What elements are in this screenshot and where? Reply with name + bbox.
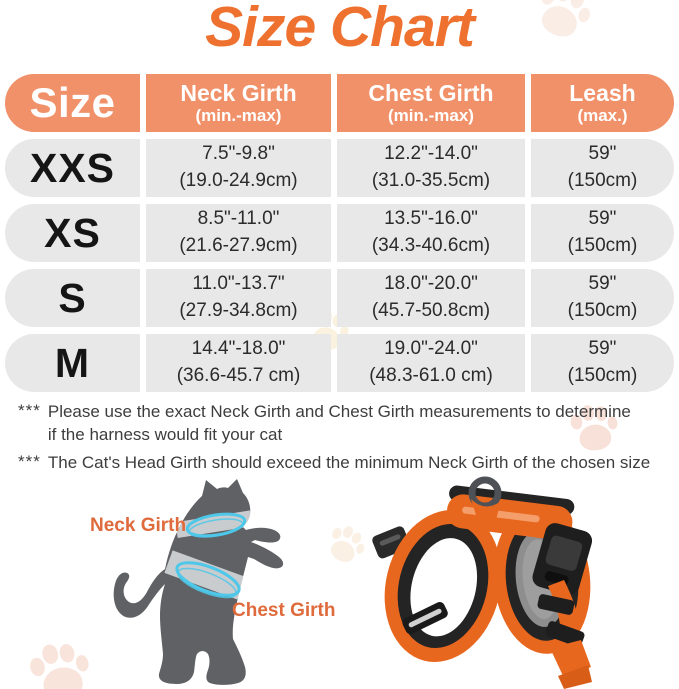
paw-print-icon (320, 519, 372, 569)
notes-section: *** Please use the exact Neck Girth and … (18, 400, 668, 478)
size-cell: M (5, 334, 140, 392)
note-marker: *** (18, 401, 41, 420)
size-table: Size Neck Girth (min.-max) Chest Girth (… (5, 74, 674, 392)
table-row-s: S 11.0"-13.7" (27.9-34.8cm) 18.0"-20.0" … (5, 269, 674, 327)
table-row-xs: XS 8.5"-11.0" (21.6-27.9cm) 13.5"-16.0" … (5, 204, 674, 262)
chest-girth-cell: 19.0"-24.0" (48.3-61.0 cm) (337, 334, 525, 392)
table-row-xxs: XXS 7.5"-9.8" (19.0-24.9cm) 12.2"-14.0" … (5, 139, 674, 197)
chest-girth-cell: 12.2"-14.0" (31.0-35.5cm) (337, 139, 525, 197)
chest-girth-cell: 13.5"-16.0" (34.3-40.6cm) (337, 204, 525, 262)
illustration-area: Neck Girth Chest Girth (0, 466, 679, 689)
table-row-m: M 14.4"-18.0" (36.6-45.7 cm) 19.0"-24.0"… (5, 334, 674, 392)
leash-cell: 59" (150cm) (531, 139, 674, 197)
table-header-row: Size Neck Girth (min.-max) Chest Girth (… (5, 74, 674, 132)
neck-girth-cell: 11.0"-13.7" (27.9-34.8cm) (146, 269, 331, 327)
neck-girth-cell: 8.5"-11.0" (21.6-27.9cm) (146, 204, 331, 262)
size-cell: XS (5, 204, 140, 262)
note-marker: *** (18, 451, 41, 471)
paw-print-icon (527, 0, 599, 46)
cat-silhouette-illustration (113, 479, 284, 685)
leash-cell: 59" (150cm) (531, 269, 674, 327)
fit-measurement-note: *** Please use the exact Neck Girth and … (18, 400, 668, 447)
neck-girth-label: Neck Girth (90, 515, 187, 536)
column-header-chest-girth: Chest Girth (min.-max) (337, 74, 525, 132)
note-text: The Cat's Head Girth should exceed the m… (47, 452, 651, 472)
chest-girth-ring-icon (175, 561, 241, 597)
chest-girth-label: Chest Girth (232, 600, 336, 621)
column-header-leash: Leash (max.) (531, 74, 674, 132)
size-cell: S (5, 269, 140, 327)
paw-print-icon (565, 401, 623, 456)
size-cell: XXS (5, 139, 140, 197)
neck-girth-cell: 7.5"-9.8" (19.0-24.9cm) (146, 139, 331, 197)
leash-cell: 59" (150cm) (531, 334, 674, 392)
brand-label (402, 601, 448, 635)
harness-product-image (372, 476, 593, 689)
chest-girth-cell: 18.0"-20.0" (45.7-50.8cm) (337, 269, 525, 327)
head-girth-note: *** The Cat's Head Girth should exceed t… (18, 451, 668, 474)
neck-girth-ring-icon (185, 512, 247, 538)
leash-cell: 59" (150cm) (531, 204, 674, 262)
page-title: Size Chart (205, 0, 475, 59)
note-text: Please use the exact Neck Girth and Ches… (47, 402, 631, 445)
d-ring-icon (468, 476, 502, 510)
column-header-neck-girth: Neck Girth (min.-max) (146, 74, 331, 132)
paw-print-icon (22, 635, 99, 689)
column-header-size: Size (5, 74, 140, 132)
neck-girth-cell: 14.4"-18.0" (36.6-45.7 cm) (146, 334, 331, 392)
